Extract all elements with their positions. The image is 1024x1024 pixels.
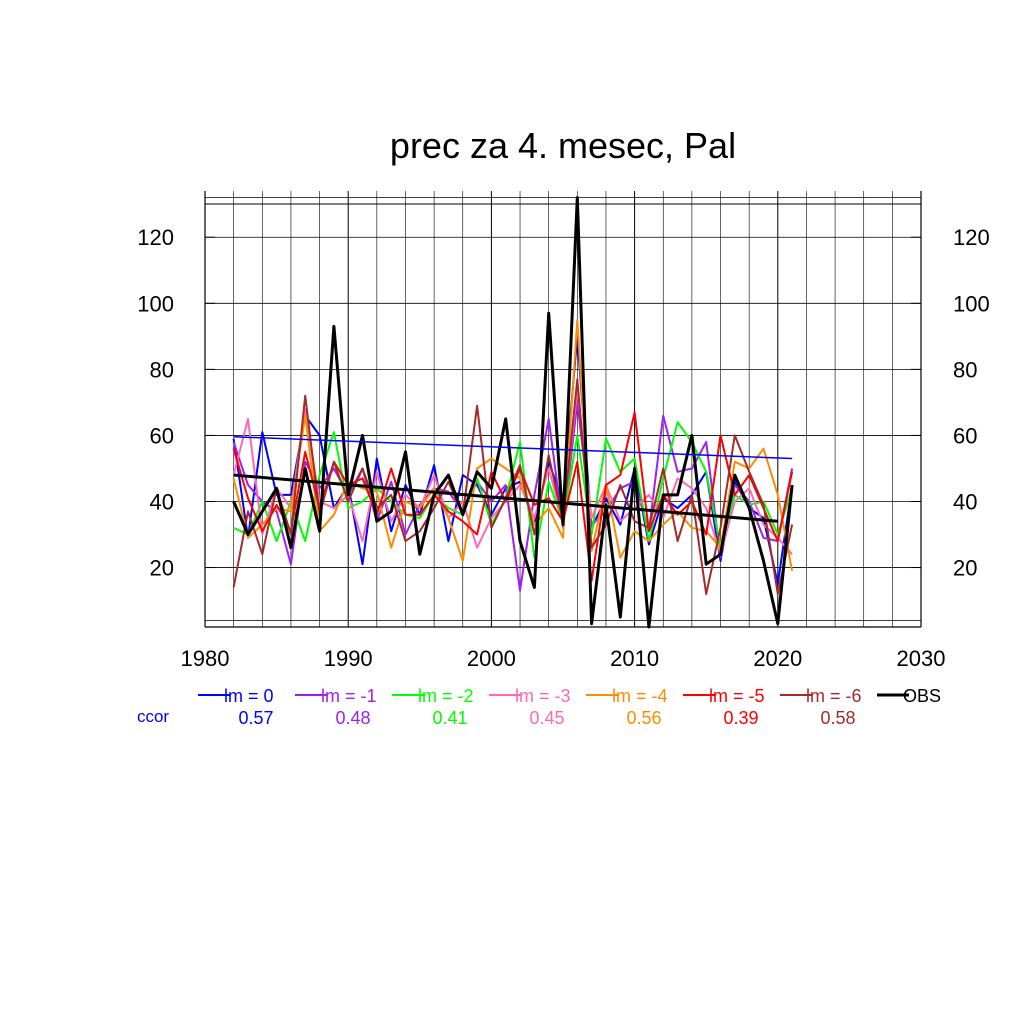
- y-tick-label-left: 20: [150, 556, 174, 581]
- trend-line: [233, 473, 778, 523]
- legend-ccor-value: 0.41: [432, 708, 467, 728]
- x-tick-label: 1980: [181, 646, 230, 671]
- y-tick-label-right: 20: [953, 556, 977, 581]
- x-tick-label: 2030: [897, 646, 946, 671]
- y-tick-label-right: 120: [953, 225, 990, 250]
- y-tick-label-left: 120: [137, 225, 174, 250]
- y-tick-label-left: 80: [150, 357, 174, 382]
- y-tick-label-left: 100: [137, 291, 174, 316]
- legend: ccor lm = 00.57 lm = -10.48 lm = -20.41 lm =…: [137, 686, 941, 728]
- trend-lines: [233, 435, 793, 523]
- x-tick-label: 2010: [610, 646, 659, 671]
- legend-label: lm = -6: [806, 686, 862, 706]
- series-group: [232, 196, 794, 629]
- legend-label: lm = -4: [612, 686, 668, 706]
- legend-ccor-value: 0.56: [626, 708, 661, 728]
- legend-label: lm = -1: [321, 686, 377, 706]
- y-tick-label-right: 60: [953, 423, 977, 448]
- series-line: [232, 196, 794, 629]
- grid: [205, 191, 921, 627]
- y-tick-label-right: 80: [953, 357, 977, 382]
- legend-ccor-value: 0.57: [238, 708, 273, 728]
- trend-line: [233, 435, 793, 460]
- y-tick-label-right: 100: [953, 291, 990, 316]
- y-tick-label-right: 40: [953, 489, 977, 514]
- legend-ccor-value: 0.39: [723, 708, 758, 728]
- y-tick-label-left: 60: [150, 423, 174, 448]
- legend-ccor-value: 0.45: [529, 708, 564, 728]
- legend-label: lm = -5: [709, 686, 765, 706]
- legend-label: lm = -3: [515, 686, 571, 706]
- x-tick-label: 1990: [324, 646, 373, 671]
- legend-label: lm = -2: [418, 686, 474, 706]
- y-tick-label-left: 40: [150, 489, 174, 514]
- x-tick-label: 2000: [467, 646, 516, 671]
- ccor-label: ccor: [137, 707, 169, 726]
- legend-ccor-value: 0.58: [820, 708, 855, 728]
- legend-label: lm = 0: [224, 686, 274, 706]
- x-tick-label: 2020: [753, 646, 802, 671]
- chart-title: prec za 4. mesec, Pal: [390, 125, 736, 166]
- legend-label: OBS: [903, 686, 941, 706]
- legend-ccor-value: 0.48: [335, 708, 370, 728]
